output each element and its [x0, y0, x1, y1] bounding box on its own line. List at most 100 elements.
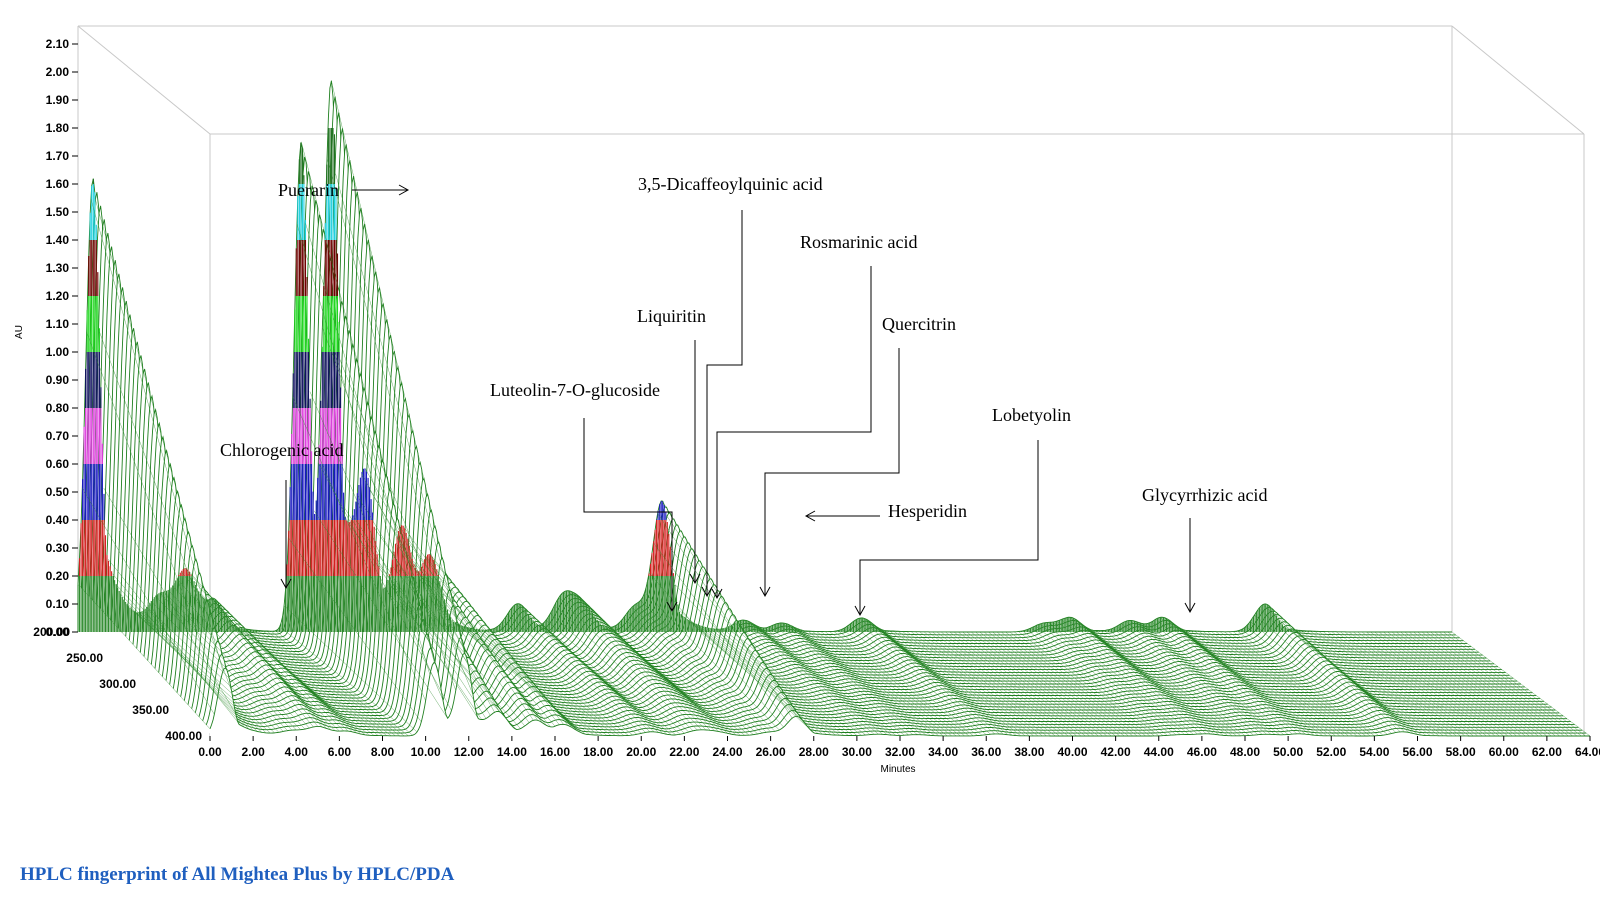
color-band — [85, 352, 342, 408]
x-tick-label: 18.00 — [583, 745, 613, 759]
surface-col — [1065, 617, 1203, 735]
surface-col — [910, 631, 1047, 737]
surface-col — [352, 515, 487, 719]
surface-col — [339, 359, 474, 696]
surface-col — [597, 620, 732, 735]
surface-col — [168, 589, 301, 730]
surface-col — [829, 631, 965, 737]
surface-col — [1447, 631, 1586, 737]
surface-col — [923, 631, 1060, 737]
surface-col — [1155, 619, 1293, 735]
y-tick-label: 1.60 — [46, 177, 70, 191]
surface-col — [1112, 628, 1250, 736]
x-tick-label: 0.00 — [198, 745, 222, 759]
surface-col — [1404, 631, 1543, 737]
surface-col — [438, 576, 573, 728]
y-tick-label: 1.00 — [46, 345, 70, 359]
x-tick-label: 2.00 — [241, 745, 265, 759]
surface-col — [404, 527, 539, 721]
peak-arrow — [583, 418, 673, 611]
surface-col — [863, 618, 1000, 735]
y-tick-label: 1.90 — [46, 93, 70, 107]
surface-col — [1250, 621, 1388, 735]
surface-col — [369, 489, 504, 715]
surface-col — [1305, 630, 1444, 736]
surface-col — [850, 623, 987, 735]
surface-col — [734, 622, 870, 735]
y-tick-label: 0.20 — [46, 569, 70, 583]
x-tick-label: 42.00 — [1101, 745, 1131, 759]
surface-col — [305, 223, 439, 675]
surface-col — [387, 582, 521, 729]
surface-col — [1245, 626, 1384, 736]
peak-label: Glycyrrhizic acid — [1142, 485, 1267, 505]
surface-col — [970, 631, 1108, 737]
surface-col — [876, 626, 1013, 736]
surface-col — [485, 629, 620, 736]
surface-col — [713, 628, 849, 736]
surface-col — [451, 619, 586, 735]
surface-col — [249, 629, 383, 736]
surface-col — [1451, 631, 1591, 737]
surface-col — [511, 607, 646, 733]
surface-col — [1331, 631, 1470, 737]
surface-col — [94, 198, 228, 672]
y-tick-label: 1.50 — [46, 205, 70, 219]
surface-col — [1335, 631, 1474, 737]
arrow-head — [804, 510, 816, 522]
surface-col — [614, 625, 750, 736]
surface-lines — [77, 80, 1591, 737]
x-tick-label: 40.00 — [1057, 745, 1087, 759]
surface-col — [958, 631, 1095, 737]
surface-col — [395, 542, 530, 723]
surface-col — [1374, 631, 1513, 737]
surface-col — [1018, 631, 1155, 737]
surface-col — [241, 628, 375, 736]
surface-col — [618, 622, 754, 735]
surface-col — [455, 622, 590, 735]
surface-col — [739, 620, 875, 735]
surface-col — [348, 522, 482, 720]
y-tick-label: 0.60 — [46, 457, 70, 471]
surface-col — [1297, 629, 1435, 736]
x-tick-label: 22.00 — [669, 745, 699, 759]
surface-col — [468, 627, 603, 736]
color-band — [82, 464, 667, 520]
z-tick-label: 400.00 — [165, 729, 202, 743]
y-axis-ticks: 0.00 0.10 0.20 0.30 0.40 0.50 0.60 0.70 0.80 0.90… — [46, 37, 78, 639]
x-tick-label: 52.00 — [1316, 745, 1346, 759]
surface-col — [447, 608, 582, 733]
surface-col — [1164, 617, 1302, 734]
surface-col — [1314, 631, 1453, 737]
surface-col — [820, 631, 957, 737]
surface-col — [1078, 621, 1215, 735]
x-tick-label: 44.00 — [1144, 745, 1174, 759]
box-edge — [1451, 25, 1585, 135]
surface-col — [996, 631, 1134, 737]
z-tick-label: 300.00 — [99, 677, 136, 691]
surface-col — [1189, 630, 1328, 736]
surface-col — [82, 487, 215, 715]
surface-col — [816, 631, 952, 737]
surface-col — [266, 630, 400, 737]
surface-col — [584, 602, 720, 732]
surface-col — [1219, 631, 1358, 737]
surface-col — [1146, 623, 1284, 735]
color-band — [86, 296, 340, 352]
surface-col — [464, 626, 599, 736]
surface-col — [601, 624, 737, 736]
x-tick-label: 62.00 — [1532, 745, 1562, 759]
surface-col — [1031, 627, 1168, 736]
surface-col — [472, 628, 607, 736]
surface-col — [378, 564, 513, 727]
surface-col — [258, 630, 392, 736]
surface-col — [1022, 630, 1159, 736]
surface-col — [507, 614, 642, 734]
peak-arrow — [706, 210, 743, 596]
surface-col — [790, 625, 927, 736]
surface-col — [502, 620, 638, 735]
surface-col — [953, 631, 1090, 737]
peak-arrow — [716, 266, 872, 598]
surface-col — [1095, 630, 1233, 736]
x-tick-label: 26.00 — [756, 745, 786, 759]
